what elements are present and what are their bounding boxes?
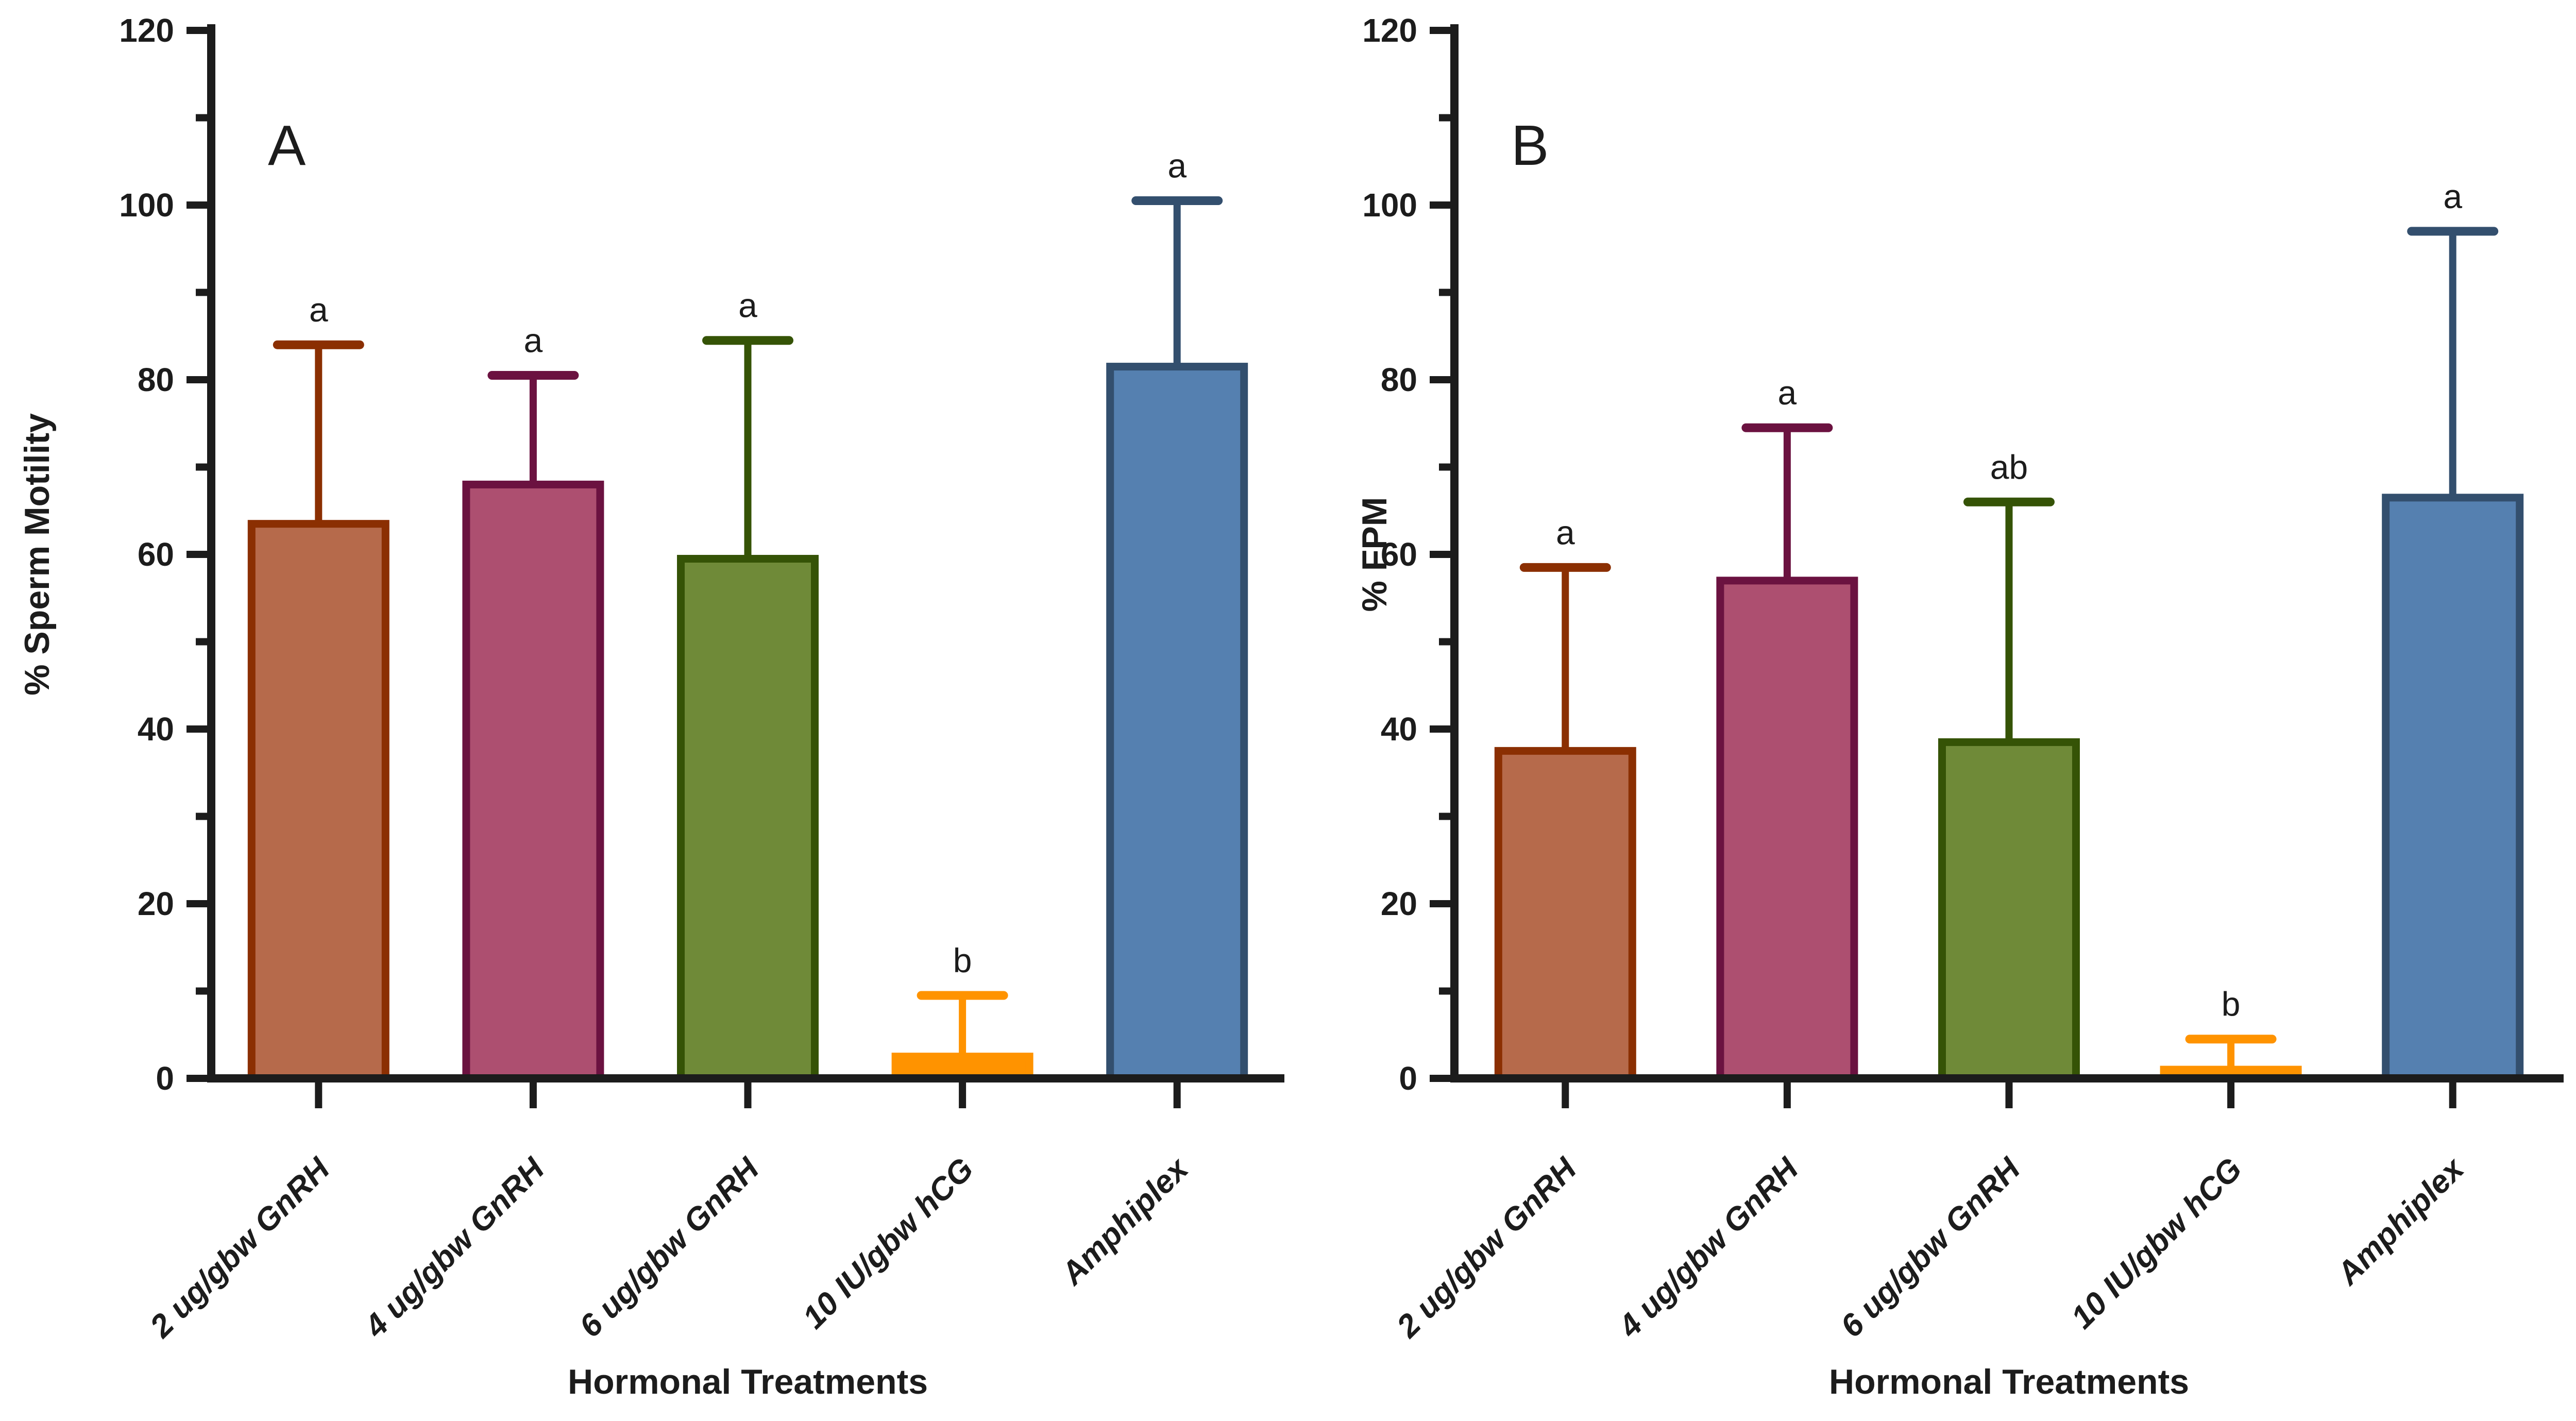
significance-letter-5: a xyxy=(2443,177,2462,215)
bar-1 xyxy=(1494,747,1636,1082)
y-tick-label: 80 xyxy=(138,361,174,398)
bar-5 xyxy=(1106,363,1248,1082)
y-tick-label: 0 xyxy=(1399,1060,1417,1097)
x-tick-label: Amphiplex xyxy=(1054,1150,1196,1292)
x-tick-label: Amphiplex xyxy=(2329,1150,2471,1292)
y-tick-label: 40 xyxy=(138,711,174,748)
y-tick-label: 40 xyxy=(1381,711,1417,748)
x-axis-title: Hormonal Treatments xyxy=(568,1362,928,1401)
x-tick-label: 4 ug/gbw GnRH xyxy=(357,1151,551,1345)
x-tick-label: 10 IU/gbw hCG xyxy=(796,1151,980,1335)
significance-letter-4: b xyxy=(953,941,972,979)
panel-letter: B xyxy=(1511,114,1549,177)
panel-a-chart: a a a b a 0 20 40 60 80 100 120 2 ug/gbw GnRH 4 ug/gb… xyxy=(18,12,1284,1401)
y-tick-label: 0 xyxy=(156,1060,174,1097)
y-axis-title: % FPM xyxy=(1355,497,1394,612)
y-axis-title: % Sperm Motility xyxy=(18,413,57,696)
y-tick-label: 120 xyxy=(119,12,174,49)
significance-letter-3: ab xyxy=(1990,448,2028,486)
bar-1 xyxy=(247,520,389,1082)
significance-letter-3: a xyxy=(738,286,757,325)
x-tick-label: 4 ug/gbw GnRH xyxy=(1611,1151,1805,1345)
x-tick-label: 10 IU/gbw hCG xyxy=(2064,1151,2249,1335)
significance-letter-1: a xyxy=(309,291,328,329)
bar-3 xyxy=(677,554,819,1082)
significance-letter-2: a xyxy=(1778,374,1797,412)
panel-a: a a a b a 0 20 40 60 80 100 120 2 ug/gbw GnRH 4 ug/gb… xyxy=(18,12,1284,1401)
panel-letter: A xyxy=(268,114,306,177)
y-tick-label: 60 xyxy=(138,536,174,573)
significance-letter-5: a xyxy=(1167,147,1187,185)
panel-b: a a ab b a 0 20 40 60 80 100 120 2 ug/gbw GnRH 4 ug/g… xyxy=(1305,0,2576,1418)
x-tick-label: 6 ug/gbw GnRH xyxy=(1834,1151,2027,1344)
x-tick-label: 2 ug/gbw GnRH xyxy=(1389,1151,1584,1345)
panel-b-chart: a a ab b a 0 20 40 60 80 100 120 2 ug/gbw GnRH 4 ug/g… xyxy=(1355,12,2564,1401)
bar-3 xyxy=(1938,738,2080,1082)
significance-letter-1: a xyxy=(1556,513,1575,551)
significance-letter-2: a xyxy=(524,322,543,360)
y-tick-label: 60 xyxy=(1381,536,1417,573)
x-tick-label: 2 ug/gbw GnRH xyxy=(143,1151,337,1345)
y-tick-label: 100 xyxy=(1362,187,1417,224)
x-tick-label: 6 ug/gbw GnRH xyxy=(572,1151,766,1344)
bar-5 xyxy=(2382,494,2524,1082)
x-axis-title: Hormonal Treatments xyxy=(1829,1362,2189,1401)
y-tick-label: 80 xyxy=(1381,361,1417,398)
y-tick-label: 20 xyxy=(138,885,174,922)
bar-2 xyxy=(462,480,604,1082)
y-tick-label: 120 xyxy=(1362,12,1417,49)
significance-letter-4: b xyxy=(2222,985,2241,1023)
y-tick-label: 100 xyxy=(119,187,174,224)
bar-2 xyxy=(1716,577,1858,1082)
y-tick-label: 20 xyxy=(1381,885,1417,922)
